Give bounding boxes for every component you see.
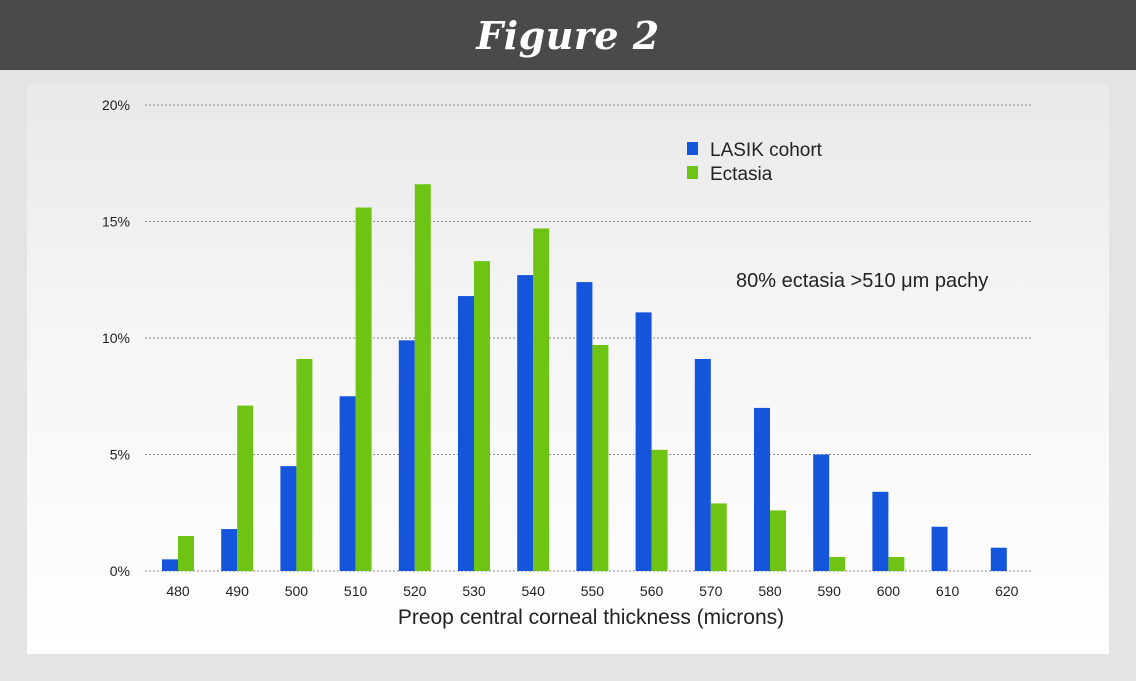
bar-lasik-600: [872, 491, 889, 571]
x-tick-label: 480: [166, 583, 190, 599]
bar-ectasia-510: [355, 207, 372, 571]
bar-lasik-520: [398, 340, 415, 571]
x-tick-label: 610: [936, 583, 960, 599]
bar-lasik-540: [517, 275, 534, 571]
figure-header: Figure 2: [0, 0, 1136, 70]
x-tick-label: 620: [995, 583, 1019, 599]
y-tick-label: 20%: [102, 97, 130, 113]
bar-ectasia-590: [829, 557, 846, 571]
bar-ectasia-490: [237, 405, 254, 571]
x-tick-label: 590: [818, 583, 842, 599]
y-tick-label: 5%: [110, 447, 130, 463]
x-tick-label: 600: [877, 583, 901, 599]
x-tick-label: 540: [522, 583, 546, 599]
x-tick-label: 510: [344, 583, 368, 599]
bar-ectasia-560: [651, 449, 668, 571]
bar-ectasia-540: [533, 228, 550, 572]
legend-label-ectasia: Ectasia: [710, 164, 773, 185]
bar-ectasia-480: [178, 536, 194, 571]
chart-panel: [27, 84, 1109, 654]
bar-lasik-550: [576, 282, 593, 571]
bars: [162, 184, 1007, 572]
x-axis-title: Preop central corneal thickness (microns…: [398, 606, 784, 629]
bar-lasik-480: [162, 559, 178, 571]
y-tick-label: 15%: [102, 214, 130, 230]
bar-ectasia-500: [296, 358, 313, 571]
x-axis-ticks: 480 490 500 510 520 530 540 550 560 570 580 590 600 6…: [166, 583, 1018, 599]
bar-ectasia-580: [770, 510, 786, 571]
y-axis-ticks: 0% 5% 10% 15% 20%: [102, 97, 130, 579]
x-tick-label: 560: [640, 583, 664, 599]
bar-lasik-510: [339, 396, 356, 571]
bar-lasik-570: [694, 358, 711, 571]
y-tick-label: 10%: [102, 330, 130, 346]
x-tick-label: 530: [462, 583, 486, 599]
bar-lasik-580: [754, 407, 770, 571]
legend-label-lasik: LASIK cohort: [710, 140, 823, 161]
bar-ectasia-570: [710, 503, 727, 571]
bar-lasik-620: [990, 547, 1007, 571]
bar-lasik-500: [280, 466, 297, 571]
bar-lasik-590: [813, 454, 830, 571]
bar-lasik-610: [931, 526, 948, 571]
figure-title: Figure 2: [476, 12, 660, 58]
x-tick-label: 500: [285, 583, 309, 599]
bar-lasik-560: [635, 312, 652, 571]
x-tick-label: 550: [581, 583, 605, 599]
bar-ectasia-550: [592, 344, 609, 571]
chart-annotation: 80% ectasia >510 μm pachy: [736, 270, 988, 292]
legend-swatch-ectasia: [687, 166, 698, 179]
bar-ectasia-520: [414, 184, 431, 571]
bar-ectasia-530: [474, 261, 490, 571]
x-tick-label: 520: [403, 583, 427, 599]
bar-lasik-530: [458, 296, 474, 571]
x-tick-label: 570: [699, 583, 723, 599]
legend-swatch-lasik: [687, 142, 698, 155]
y-tick-label: 0%: [110, 563, 130, 579]
bar-ectasia-600: [888, 557, 905, 571]
legend: LASIK cohort Ectasia: [687, 140, 823, 185]
x-tick-label: 580: [758, 583, 782, 599]
x-tick-label: 490: [226, 583, 250, 599]
bar-lasik-490: [221, 529, 238, 571]
